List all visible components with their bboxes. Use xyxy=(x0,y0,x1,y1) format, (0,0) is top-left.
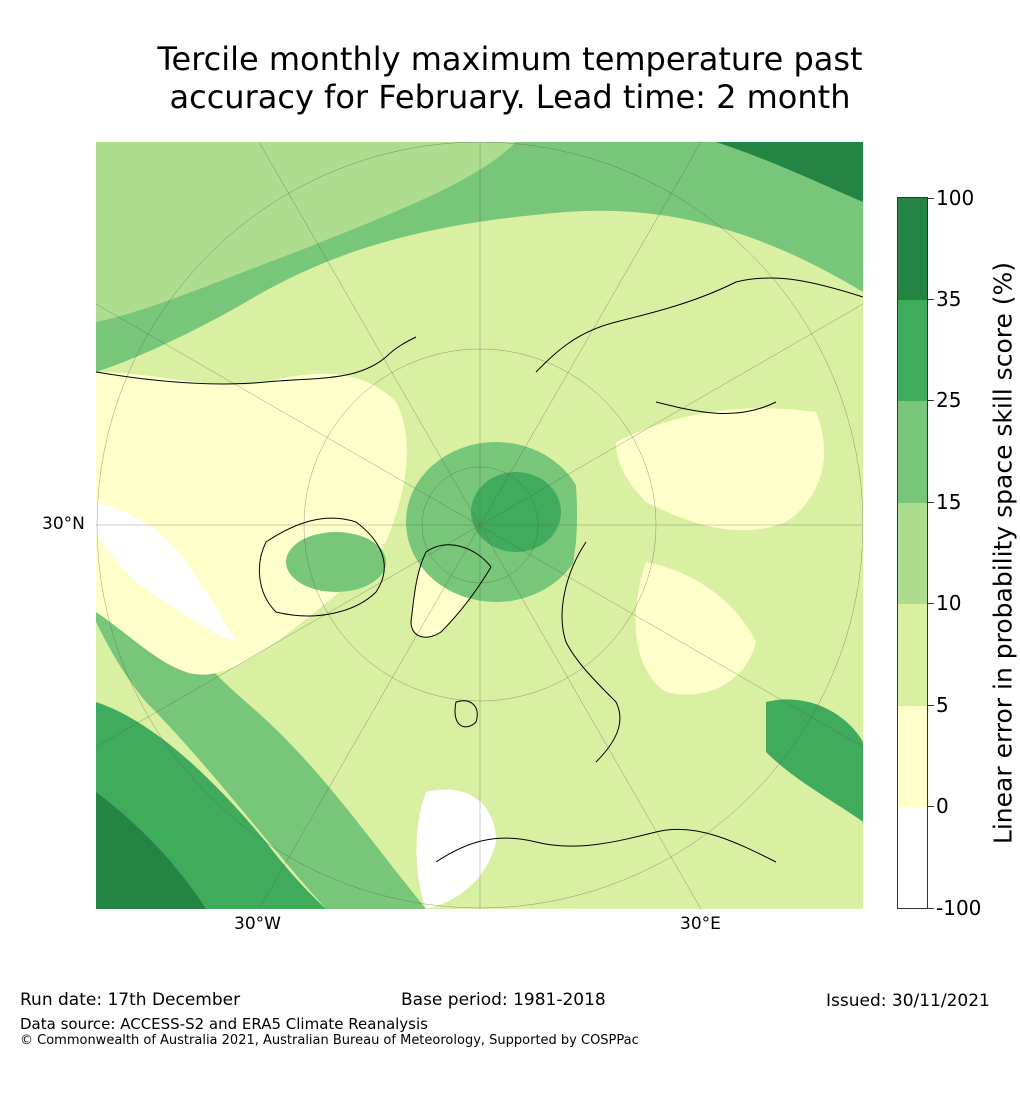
region-pacific-corner xyxy=(716,142,863,202)
region-atlantic-band xyxy=(96,522,426,909)
data-source: Data source: ACCESS-S2 and ERA5 Climate … xyxy=(20,1015,428,1033)
title-line-1: Tercile monthly maximum temperature past xyxy=(157,40,863,78)
region-arctic-core xyxy=(471,472,561,552)
colorbar-label-15: 15 xyxy=(936,490,962,514)
colorbar-tick xyxy=(928,502,934,503)
base-period: Base period: 1981-2018 xyxy=(401,990,606,1010)
region-east-asia-green xyxy=(766,699,863,822)
colorbar-tick xyxy=(928,299,934,300)
polar-map xyxy=(96,142,863,909)
colorbar-tick xyxy=(928,705,934,706)
region-hudson xyxy=(286,532,386,592)
copyright: © Commonwealth of Australia 2021, Austra… xyxy=(20,1033,639,1048)
colorbar-bin-neg100-0 xyxy=(898,807,927,908)
colorbar-label-5: 5 xyxy=(936,693,949,717)
region-na-white xyxy=(96,502,236,642)
colorbar-tick xyxy=(928,198,934,199)
colorbar-label-0: 0 xyxy=(936,794,949,818)
colorbar-tick xyxy=(928,400,934,401)
colorbar-label-100: 100 xyxy=(936,186,975,210)
region-atlantic-corner xyxy=(96,792,206,909)
colorbar-tick xyxy=(928,603,934,604)
run-date: Run date: 17th December xyxy=(20,990,241,1010)
region-europe-white xyxy=(416,789,496,909)
colorbar-tick xyxy=(928,908,934,909)
colorbar-label-10: 10 xyxy=(936,591,962,615)
map-svg xyxy=(96,142,863,909)
lat-label-30n: 30°N xyxy=(42,514,85,534)
colorbar-bin-15-25 xyxy=(898,401,927,503)
graticule xyxy=(96,142,863,909)
title-line-2: accuracy for February. Lead time: 2 mont… xyxy=(169,78,851,116)
lon-label-30e: 30°E xyxy=(680,914,721,934)
coastlines xyxy=(96,277,863,863)
colorbar-bin-10-15 xyxy=(898,503,927,604)
colorbar-bin-35-100 xyxy=(898,198,927,300)
region-central-asia xyxy=(635,562,756,695)
colorbar-label-neg100: -100 xyxy=(936,896,982,920)
colorbar-label-25: 25 xyxy=(936,388,962,412)
colorbar-bin-5-10 xyxy=(898,604,927,706)
region-siberia xyxy=(616,408,825,531)
chart-title: Tercile monthly maximum temperature past… xyxy=(0,40,1020,116)
region-pacific-edge xyxy=(96,142,516,322)
colorbar xyxy=(897,197,928,909)
colorbar-label-35: 35 xyxy=(936,287,962,311)
colorbar-tick xyxy=(928,806,934,807)
issued-date: Issued: 30/11/2021 xyxy=(826,991,990,1011)
lon-label-30w: 30°W xyxy=(234,914,281,934)
colorbar-bin-0-5 xyxy=(898,706,927,807)
colorbar-title: Linear error in probability space skill … xyxy=(988,261,1018,845)
colorbar-bin-25-35 xyxy=(898,300,927,401)
